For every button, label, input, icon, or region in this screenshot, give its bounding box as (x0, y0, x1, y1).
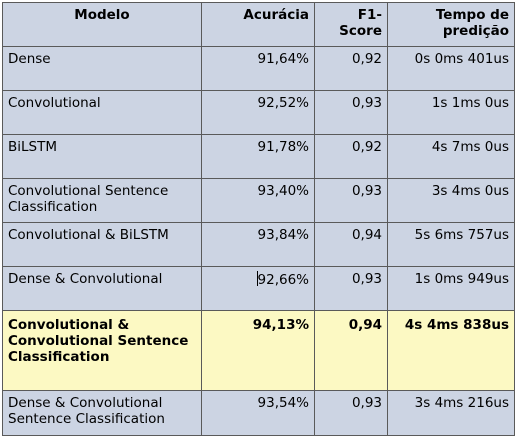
table-row: Convolutional 92,52% 0,93 1s 1ms 0us (2, 90, 515, 135)
cell-prediction-time: 5s 6ms 757us (387, 222, 515, 267)
cell-prediction-time: 1s 0ms 949us (387, 266, 515, 311)
cell-f1-score: 0,94 (314, 222, 388, 267)
cell-accuracy: 93,84% (201, 222, 315, 267)
header-accuracy: Acurácia (201, 2, 315, 47)
cell-f1-score: 0,92 (314, 134, 388, 179)
cell-prediction-time: 0s 0ms 401us (387, 46, 515, 91)
cell-prediction-time: 4s 7ms 0us (387, 134, 515, 179)
cell-model: BiLSTM (2, 134, 202, 179)
cell-f1-score: 0,93 (314, 90, 388, 135)
cell-model: Convolutional & BiLSTM (2, 222, 202, 267)
cell-f1-score: 0,93 (314, 390, 388, 436)
table-row: Dense 91,64% 0,92 0s 0ms 401us (2, 46, 515, 91)
cell-accuracy: 94,13% (201, 310, 315, 391)
header-prediction-time: Tempo de predição (387, 2, 515, 47)
cell-model: Dense & Convolutional (2, 266, 202, 311)
cell-accuracy: 92,52% (201, 90, 315, 135)
header-model: Modelo (2, 2, 202, 47)
cell-accuracy: 93,54% (201, 390, 315, 436)
cell-f1-score: 0,93 (314, 266, 388, 311)
cell-model: Convolutional (2, 90, 202, 135)
table-row: Convolutional Sentence Classification 93… (2, 178, 515, 223)
cell-accuracy: 91,64% (201, 46, 315, 91)
cell-prediction-time: 3s 4ms 216us (387, 390, 515, 436)
cell-accuracy: 92,66% (257, 272, 309, 288)
cell-accuracy: 93,40% (201, 178, 315, 223)
table-row: Dense & Convolutional Sentence Classific… (2, 390, 515, 436)
cell-f1-score: 0,92 (314, 46, 388, 91)
cell-prediction-time: 3s 4ms 0us (387, 178, 515, 223)
table-row: BiLSTM 91,78% 0,92 4s 7ms 0us (2, 134, 515, 179)
cell-accuracy: 91,78% (201, 134, 315, 179)
cell-prediction-time: 1s 1ms 0us (387, 90, 515, 135)
text-cursor (256, 271, 258, 286)
table-header-row: Modelo Acurácia F1-Score Tempo de prediç… (2, 2, 515, 47)
cell-prediction-time: 4s 4ms 838us (387, 310, 515, 391)
table-row: Convolutional & BiLSTM 93,84% 0,94 5s 6m… (2, 222, 515, 267)
cell-model: Dense (2, 46, 202, 91)
cell-model: Dense & Convolutional Sentence Classific… (2, 390, 202, 436)
table-row-best: Convolutional & Convolutional Sentence C… (2, 310, 515, 391)
cell-f1-score: 0,94 (314, 310, 388, 391)
table-row: Dense & Convolutional 92,66% 0,93 1s 0ms… (2, 266, 515, 311)
cell-model: Convolutional Sentence Classification (2, 178, 202, 223)
cell-f1-score: 0,93 (314, 178, 388, 223)
cell-accuracy-editing[interactable]: 92,66% (201, 266, 315, 311)
cell-model: Convolutional & Convolutional Sentence C… (2, 310, 202, 391)
header-f1-score: F1-Score (314, 2, 388, 47)
